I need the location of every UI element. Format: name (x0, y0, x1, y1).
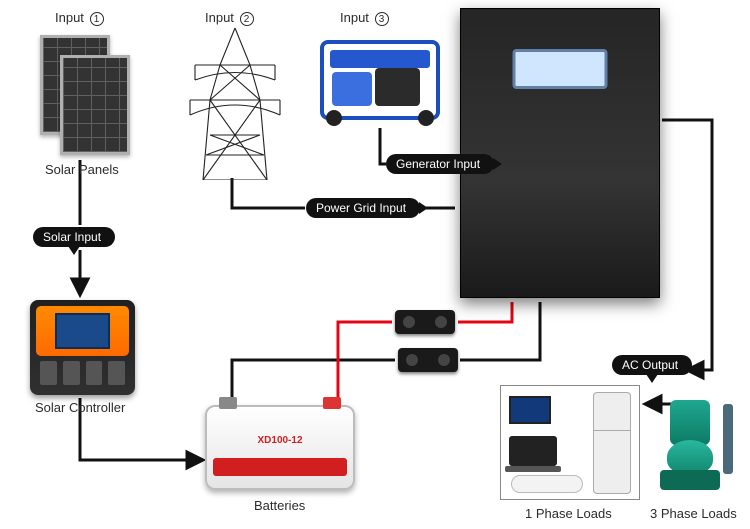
ac-output-pill: AC Output (612, 355, 692, 375)
generator (320, 40, 440, 120)
one-phase-label: 1 Phase Loads (525, 506, 612, 521)
fridge-icon (593, 392, 631, 494)
battery-brand: XD100-12 (207, 435, 353, 446)
input-1-label: Input 1 (55, 10, 104, 26)
laptop-icon (509, 436, 557, 466)
ac-unit-icon (511, 475, 583, 493)
generator-input-pill: Generator Input (386, 154, 494, 174)
solar-controller (30, 300, 135, 395)
power-grid-input-pill: Power Grid Input (306, 198, 420, 218)
input-2-label: Input 2 (205, 10, 254, 26)
solar-controller-label: Solar Controller (35, 400, 125, 415)
inverter-unit (460, 8, 660, 298)
fuse-black (398, 348, 458, 372)
tv-icon (509, 396, 551, 424)
battery: XD100-12 (205, 405, 355, 490)
fuse-red (395, 310, 455, 334)
power-grid-tower (180, 25, 290, 180)
solar-panel-front (60, 55, 130, 155)
fridge-split (593, 430, 631, 431)
inverter-display (513, 49, 608, 89)
one-phase-loads-box (500, 385, 640, 500)
batteries-label: Batteries (254, 498, 305, 513)
solar-input-pill: Solar Input (33, 227, 115, 247)
solar-panels-label: Solar Panels (45, 162, 119, 177)
laptop-base (505, 466, 561, 472)
three-phase-pump (655, 400, 725, 490)
input-3-label: Input 3 (340, 10, 389, 26)
three-phase-label: 3 Phase Loads (650, 506, 737, 521)
